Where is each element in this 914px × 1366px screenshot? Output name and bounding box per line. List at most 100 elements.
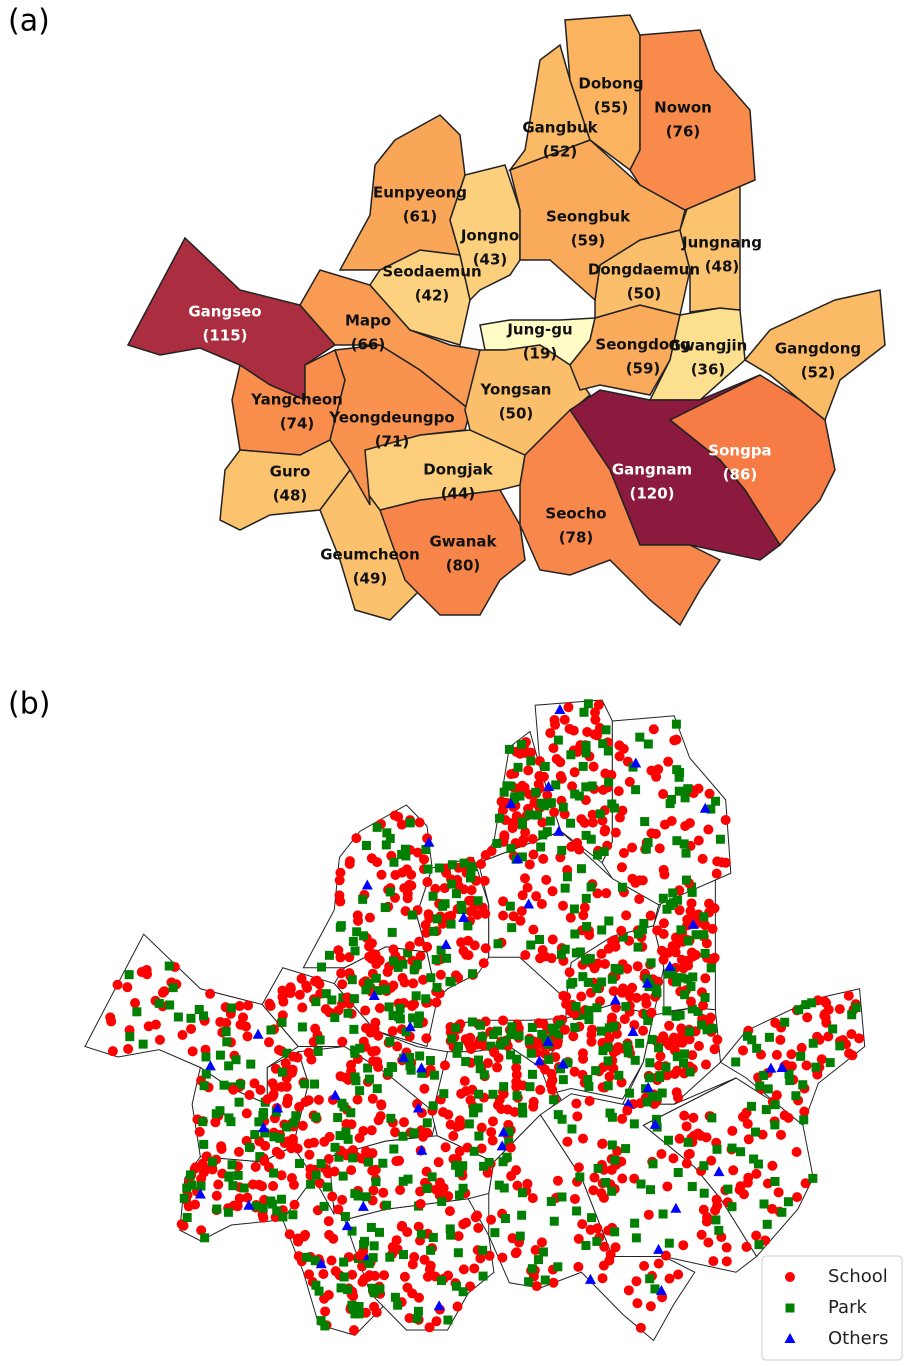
school-point	[593, 700, 604, 711]
park-point	[348, 1303, 358, 1313]
park-point	[691, 930, 701, 940]
school-point	[578, 910, 589, 921]
park-point	[533, 1255, 543, 1265]
school-point	[610, 827, 621, 838]
school-point	[518, 834, 529, 845]
park-point	[300, 1079, 310, 1089]
park-point	[353, 1191, 363, 1201]
park-point	[467, 1017, 477, 1027]
school-point	[390, 870, 401, 881]
school-point	[569, 767, 580, 778]
school-point	[335, 1071, 346, 1082]
park-point	[182, 1183, 192, 1193]
park-point	[536, 798, 546, 808]
school-point	[767, 1203, 778, 1214]
school-point	[259, 1156, 270, 1167]
park-point	[385, 833, 395, 843]
park-point	[584, 1005, 594, 1015]
school-point	[498, 910, 509, 921]
school-point	[618, 848, 629, 859]
school-point	[452, 1301, 463, 1312]
school-point	[499, 830, 510, 841]
park-point	[652, 988, 662, 998]
others-point	[655, 1285, 667, 1296]
school-point	[353, 915, 364, 926]
park-point	[556, 1064, 566, 1074]
park-point	[504, 744, 514, 754]
panel-label: (b)	[8, 687, 50, 722]
park-point	[321, 989, 331, 999]
school-point	[502, 1104, 513, 1115]
school-point	[515, 748, 526, 759]
point-map	[84, 699, 866, 1342]
others-point	[523, 898, 535, 909]
school-point	[130, 998, 141, 1009]
school-point	[579, 902, 590, 913]
school-point	[669, 1069, 680, 1080]
district-count: (49)	[353, 570, 388, 588]
park-point	[601, 1177, 611, 1187]
school-point	[584, 930, 595, 941]
school-point	[270, 1082, 281, 1093]
others-point	[533, 1055, 545, 1066]
school-point	[413, 1221, 424, 1232]
school-point	[658, 864, 669, 875]
park-point	[369, 1241, 379, 1251]
school-point	[854, 1033, 865, 1044]
park-point	[215, 1050, 225, 1060]
school-point	[596, 1188, 607, 1199]
school-point	[366, 1125, 377, 1136]
school-point	[375, 1111, 386, 1122]
school-point	[524, 859, 535, 870]
school-point	[634, 894, 645, 905]
park-point	[447, 879, 457, 889]
park-point	[486, 1041, 496, 1051]
park-point	[458, 1287, 468, 1297]
school-point	[712, 1034, 723, 1045]
park-point	[750, 1127, 760, 1137]
school-point	[559, 809, 570, 820]
school-point	[260, 1140, 271, 1151]
school-point	[453, 881, 464, 892]
school-point	[540, 1064, 551, 1075]
school-point	[363, 1271, 374, 1282]
park-point	[579, 707, 589, 717]
park-point	[500, 1036, 510, 1046]
school-point	[243, 1000, 254, 1011]
school-point	[670, 940, 681, 951]
park-point	[549, 1216, 559, 1226]
park-point	[306, 1179, 316, 1189]
park-point	[621, 1144, 631, 1154]
park-point	[468, 862, 478, 872]
others-point	[641, 977, 653, 988]
park-point	[313, 1046, 323, 1056]
park-point	[363, 1063, 373, 1073]
park-point	[398, 1131, 408, 1141]
park-point	[310, 1256, 320, 1266]
district-count: (19)	[523, 345, 558, 363]
park-point	[676, 925, 686, 935]
park-point	[266, 1196, 276, 1206]
school-point	[528, 1096, 539, 1107]
park-point	[258, 1203, 268, 1213]
park-point	[538, 830, 548, 840]
others-point	[512, 853, 524, 864]
school-point	[459, 1076, 470, 1087]
park-point	[753, 1159, 763, 1169]
park-point	[412, 1314, 422, 1324]
school-point	[354, 1133, 365, 1144]
park-point	[604, 1023, 614, 1033]
others-point	[776, 1062, 788, 1073]
school-point	[371, 1307, 382, 1318]
school-point	[701, 1216, 712, 1227]
school-point	[183, 1201, 194, 1212]
others-point	[433, 1300, 445, 1311]
school-point	[360, 1023, 371, 1034]
park-point	[693, 1006, 703, 1016]
park-point	[618, 932, 628, 942]
park-point	[603, 1081, 613, 1091]
park-point	[674, 772, 684, 782]
school-point	[616, 925, 627, 936]
park-point	[451, 1281, 461, 1291]
district-name: Seongdong	[595, 336, 690, 354]
